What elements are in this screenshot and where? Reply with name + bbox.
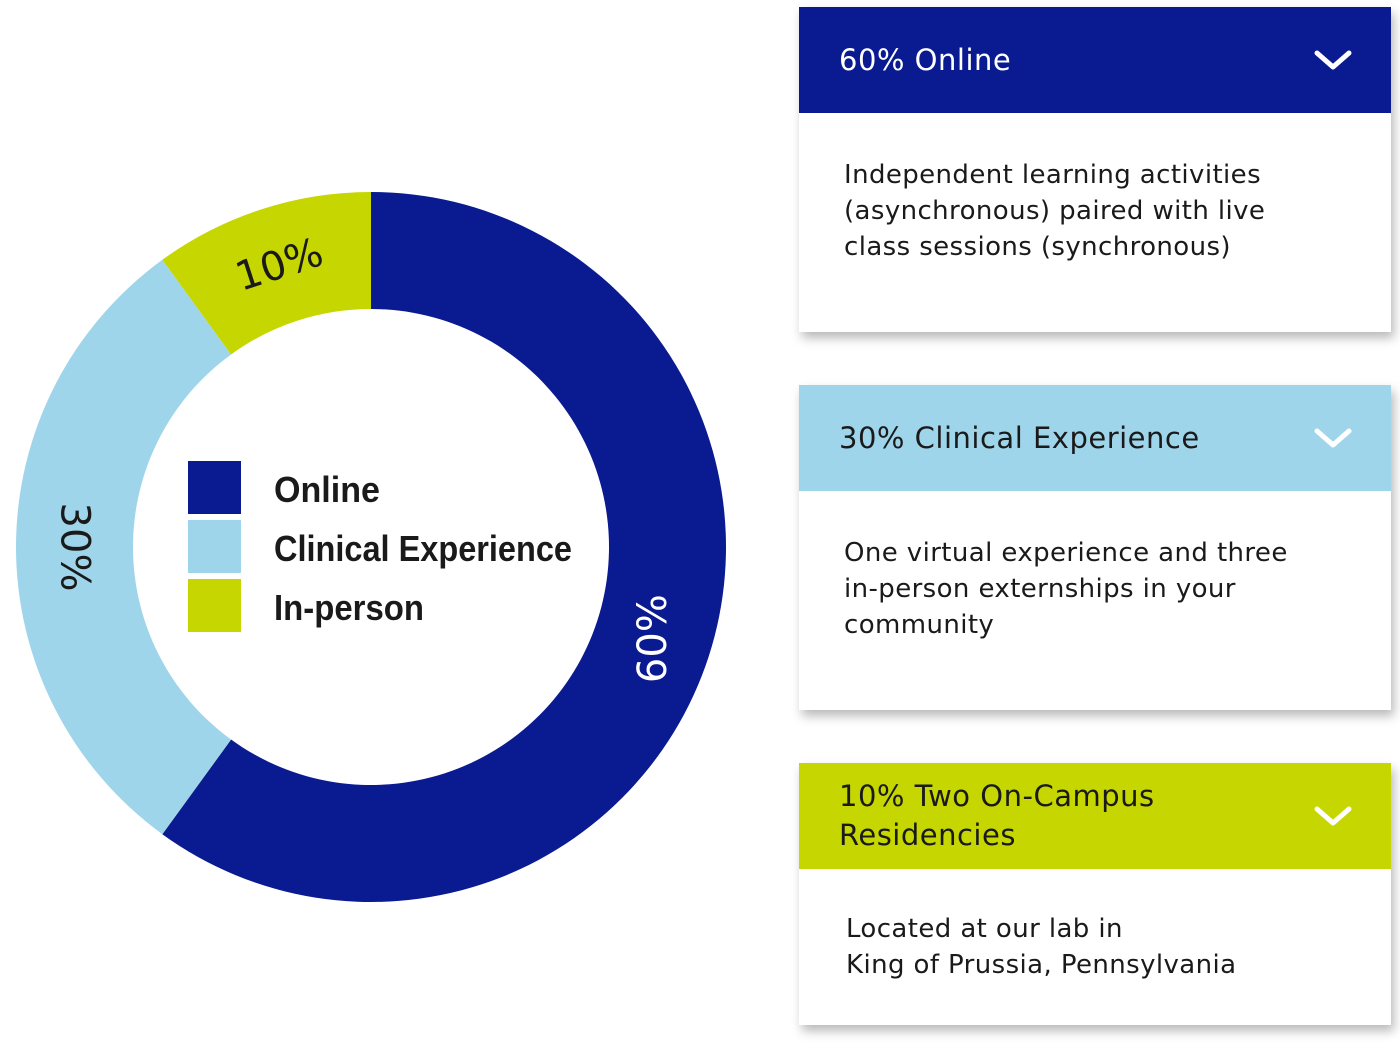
legend-swatch — [188, 520, 241, 573]
body-line: Independent learning activities — [844, 160, 1262, 190]
accordion-header-clinical-experience[interactable]: 30% Clinical Experience — [799, 385, 1391, 491]
accordion-header-residencies[interactable]: 10% Two On-Campus Residencies — [799, 763, 1391, 869]
slice-online — [162, 192, 726, 902]
chevron-down-icon[interactable] — [1313, 48, 1353, 72]
accordion-title: 60% Online — [839, 42, 1012, 77]
chevron-down-icon[interactable] — [1313, 426, 1353, 450]
accordion-title: 10% Two On-Campus Residencies — [839, 779, 1155, 852]
body-line: One virtual experience and three — [844, 538, 1288, 568]
slice-in-person — [162, 192, 371, 355]
accordion-title: 30% Clinical Experience — [839, 420, 1200, 455]
body-line: King of Prussia, Pennsylvania — [846, 950, 1237, 980]
chevron-down-icon[interactable] — [1313, 804, 1353, 828]
legend-label: Online — [274, 469, 380, 510]
legend-swatch — [188, 579, 241, 632]
donut-slices — [15, 192, 726, 902]
accordion-body: Independent learning activities (asynchr… — [799, 113, 1391, 265]
body-line: (asynchronous) paired with live — [844, 196, 1266, 226]
accordion-body: Located at our lab in King of Prussia, P… — [799, 869, 1391, 983]
slice-label: 30% — [52, 503, 98, 592]
accordion-item-residencies: 10% Two On-Campus Residencies Located at… — [799, 763, 1391, 1025]
accordion-header-online[interactable]: 60% Online — [799, 7, 1391, 113]
chart-legend: Online Clinical Experience In-person — [188, 461, 572, 632]
legend-swatch — [188, 461, 241, 514]
body-line: class sessions (synchronous) — [844, 232, 1231, 262]
accordion-item-clinical-experience: 30% Clinical Experience One virtual expe… — [799, 385, 1391, 710]
body-line: community — [844, 610, 995, 640]
accordion-body: One virtual experience and three in-pers… — [799, 491, 1391, 643]
slice-label: 60% — [630, 594, 676, 683]
slice-clinical-experience — [15, 259, 232, 835]
legend-label: Clinical Experience — [274, 528, 572, 569]
body-line: Located at our lab in — [846, 914, 1123, 944]
body-line: in-person externships in your — [844, 574, 1236, 604]
accordion-item-online: 60% Online Independent learning activiti… — [799, 7, 1391, 332]
legend-label: In-person — [274, 587, 424, 628]
